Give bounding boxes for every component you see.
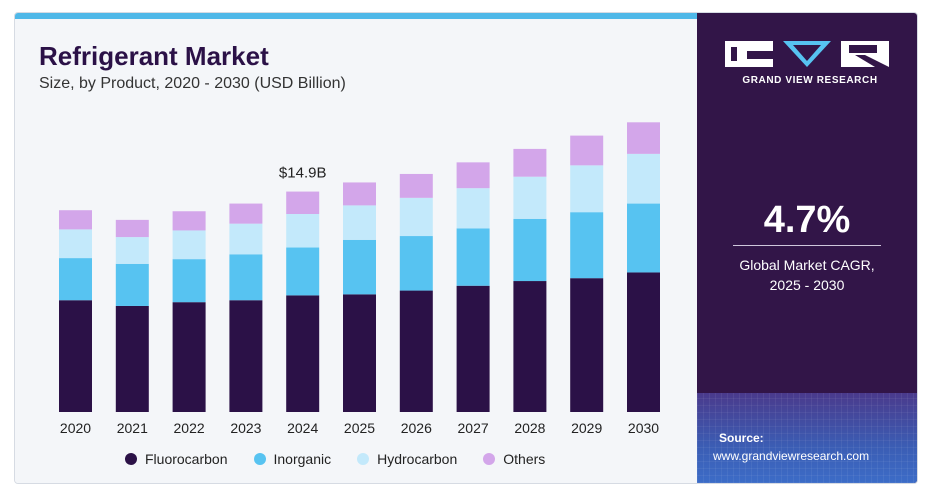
legend-item-inorganic: Inorganic	[253, 451, 332, 467]
cagr-label-line2: 2025 - 2030	[769, 277, 845, 293]
bar-segment-hydrocarbon-2030	[627, 153, 660, 204]
x-tick-label: 2020	[60, 420, 91, 436]
bar-annotation: $14.9B	[279, 165, 327, 182]
x-tick-label: 2029	[571, 420, 602, 436]
bar-segment-others-2030	[627, 122, 660, 154]
bar-segment-others-2022	[172, 211, 206, 231]
x-tick-label: 2024	[287, 420, 318, 436]
x-tick-label: 2022	[174, 420, 205, 436]
bar-segment-hydrocarbon-2024	[286, 214, 320, 248]
bar-segment-fluorocarbon-2026	[399, 290, 433, 412]
bar-segment-inorganic-2026	[399, 236, 433, 291]
bar-segment-inorganic-2021	[115, 263, 149, 306]
cagr-divider	[733, 245, 881, 246]
bar-segment-fluorocarbon-2030	[627, 272, 660, 412]
cagr-label: Global Market CAGR, 2025 - 2030	[697, 255, 917, 295]
x-tick-label: 2025	[344, 420, 375, 436]
bar-segment-inorganic-2030	[627, 203, 660, 273]
legend-swatch-inorganic	[253, 453, 266, 465]
bar-segment-hydrocarbon-2025	[343, 205, 376, 240]
bar-segment-inorganic-2023	[229, 254, 263, 301]
bar-segment-hydrocarbon-2028	[513, 176, 547, 219]
grand-view-research-logo	[725, 41, 889, 67]
bar-segment-others-2020	[59, 210, 92, 230]
x-tick-label: 2023	[230, 420, 261, 436]
cagr-value: 4.7%	[763, 199, 851, 241]
legend-label-fluorocarbon: Fluorocarbon	[145, 451, 228, 467]
bar-segment-hydrocarbon-2020	[59, 229, 92, 259]
bar-segment-fluorocarbon-2022	[172, 302, 206, 412]
legend-label-hydrocarbon: Hydrocarbon	[377, 451, 458, 467]
source-band	[697, 393, 917, 483]
source-label: Source:	[719, 431, 764, 445]
bar-segment-hydrocarbon-2021	[115, 237, 149, 264]
brand-name: GRAND VIEW RESEARCH	[742, 75, 878, 86]
x-tick-label: 2027	[458, 420, 489, 436]
bar-segment-others-2025	[343, 182, 376, 206]
cagr-label-line1: Global Market CAGR,	[739, 257, 875, 273]
bar-segment-hydrocarbon-2027	[456, 188, 490, 229]
legend-label-inorganic: Inorganic	[273, 451, 332, 467]
bar-segment-others-2021	[115, 219, 149, 238]
bar-segment-fluorocarbon-2027	[456, 285, 490, 412]
bar-segment-inorganic-2028	[513, 218, 547, 282]
legend: Fluorocarbon Inorganic Hydrocarbon Other…	[125, 451, 545, 467]
chart-area: Refrigerant Market Size, by Product, 202…	[15, 19, 697, 483]
legend-item-others: Others	[483, 451, 545, 467]
x-tick-label: 2028	[514, 420, 545, 436]
bar-segment-fluorocarbon-2028	[513, 281, 547, 412]
bar-segment-others-2029	[570, 135, 604, 166]
chart-subtitle: Size, by Product, 2020 - 2030 (USD Billi…	[39, 75, 346, 92]
legend-swatch-fluorocarbon	[125, 453, 137, 465]
source-url: www.grandviewresearch.com	[713, 449, 870, 463]
bar-segment-hydrocarbon-2026	[399, 197, 433, 237]
legend-item-fluorocarbon: Fluorocarbon	[125, 451, 228, 467]
bar-segment-fluorocarbon-2025	[343, 294, 376, 412]
bar-segment-others-2028	[513, 148, 547, 177]
bar-segment-inorganic-2027	[456, 228, 490, 286]
chart-title: Refrigerant Market	[39, 41, 269, 71]
x-tick-label: 2030	[628, 420, 659, 436]
accent-bar	[15, 13, 697, 19]
bar-chart: 2020 2021 2022 2023 2024 $14.9B 2025 2026 2027 20…	[59, 122, 660, 436]
bar-segment-fluorocarbon-2023	[229, 300, 263, 412]
legend-item-hydrocarbon: Hydrocarbon	[357, 451, 457, 467]
bar-segment-others-2027	[456, 162, 490, 189]
x-tick-label: 2026	[401, 420, 432, 436]
bar-segment-hydrocarbon-2023	[229, 223, 263, 255]
legend-label-others: Others	[503, 451, 546, 467]
legend-swatch-hydrocarbon	[357, 453, 370, 465]
bar-segment-fluorocarbon-2021	[115, 305, 149, 412]
bar-segment-inorganic-2024	[286, 247, 320, 296]
info-sidebar: GRAND VIEW RESEARCH 4.7% Global Market C…	[697, 13, 917, 483]
bar-segment-fluorocarbon-2020	[59, 300, 92, 412]
x-tick-label: 2021	[117, 420, 148, 436]
bar-segment-inorganic-2022	[172, 259, 206, 303]
bar-segment-inorganic-2029	[570, 212, 604, 279]
legend-swatch-others	[483, 453, 496, 465]
bar-segment-others-2024	[286, 191, 320, 214]
bar-segment-others-2023	[229, 203, 263, 224]
bar-segment-inorganic-2025	[343, 239, 376, 295]
bar-segment-fluorocarbon-2029	[570, 278, 604, 412]
bar-segment-others-2026	[399, 173, 433, 198]
bar-segment-fluorocarbon-2024	[286, 295, 320, 412]
bar-segment-hydrocarbon-2022	[172, 230, 206, 260]
chart-card: Refrigerant Market Size, by Product, 202…	[14, 12, 918, 484]
bar-segment-hydrocarbon-2029	[570, 165, 604, 213]
bar-segment-inorganic-2020	[59, 258, 92, 301]
